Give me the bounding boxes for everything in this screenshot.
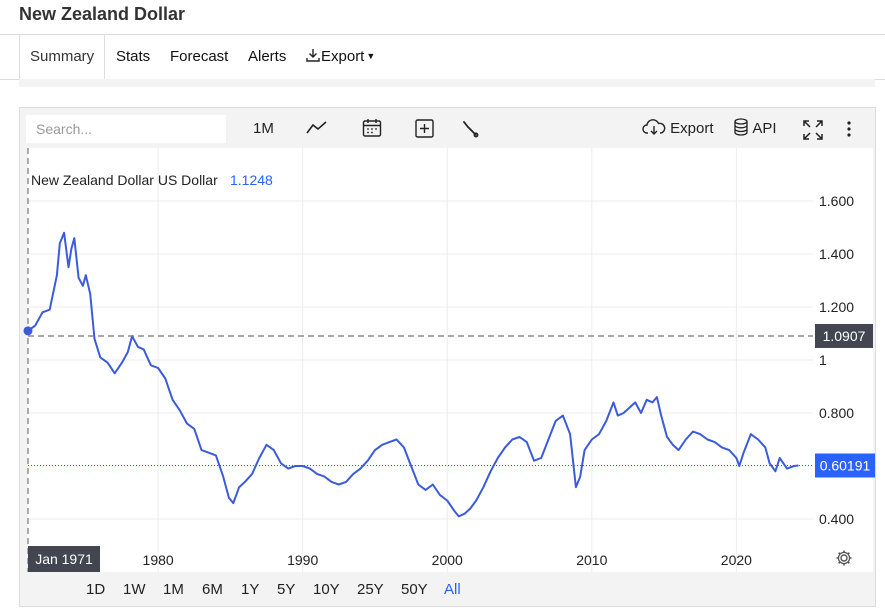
calendar-icon[interactable] <box>362 118 382 144</box>
tab-summary[interactable]: Summary <box>19 35 106 80</box>
tab-export[interactable]: Export ▼ <box>305 35 375 79</box>
period-25y[interactable]: 25Y <box>357 581 384 598</box>
tab-stats[interactable]: Stats <box>116 48 151 65</box>
tab-bar: Summary Stats Forecast Alerts Export ▼ <box>0 34 885 80</box>
caret-down-icon: ▼ <box>366 51 376 61</box>
chart-widget: 1M Export API <box>19 107 876 607</box>
cloud-download-icon <box>642 119 666 135</box>
page-title: New Zealand Dollar <box>19 4 186 24</box>
period-5y[interactable]: 5Y <box>277 581 296 598</box>
chart-settings-gear-icon[interactable] <box>835 549 853 575</box>
period-50y[interactable]: 50Y <box>401 581 428 598</box>
line-chart-icon[interactable] <box>306 120 328 146</box>
period-1m[interactable]: 1M <box>163 581 184 598</box>
symbol-search-input[interactable] <box>26 115 226 143</box>
tab-alerts[interactable]: Alerts <box>248 48 287 65</box>
add-indicator-icon[interactable] <box>415 119 434 145</box>
period-10y[interactable]: 10Y <box>313 581 340 598</box>
plot-area[interactable] <box>28 148 813 572</box>
chart-export-button[interactable]: Export <box>642 116 714 142</box>
more-options-icon[interactable] <box>846 120 852 146</box>
api-label: API <box>752 120 777 137</box>
period-6m[interactable]: 6M <box>202 581 223 598</box>
api-button[interactable]: API <box>733 116 777 142</box>
period-1w[interactable]: 1W <box>123 581 146 598</box>
tab-forecast[interactable]: Forecast <box>170 48 229 65</box>
interval-button[interactable]: 1M <box>253 120 274 137</box>
wrench-icon[interactable] <box>461 120 479 146</box>
period-1d[interactable]: 1D <box>86 581 106 598</box>
tab-export-label: Export <box>321 48 365 65</box>
chart-export-label: Export <box>670 120 714 137</box>
fullscreen-icon[interactable] <box>803 120 823 146</box>
period-1y[interactable]: 1Y <box>241 581 260 598</box>
period-all[interactable]: All <box>444 581 461 598</box>
price-axis[interactable] <box>813 148 873 572</box>
download-icon <box>306 49 320 62</box>
divider-strip <box>19 79 875 87</box>
database-icon <box>734 118 748 136</box>
